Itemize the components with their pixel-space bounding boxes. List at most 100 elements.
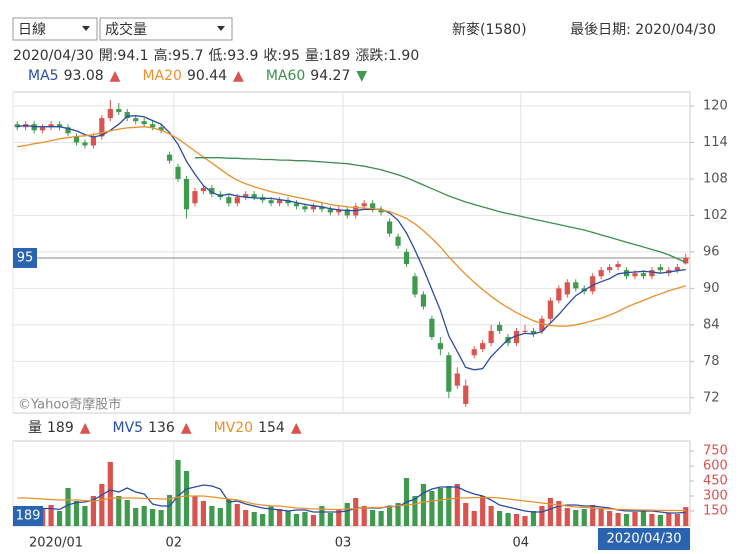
volume-bar — [285, 511, 291, 526]
x-tick-label: 2020/01 — [29, 536, 83, 551]
candle-body — [454, 373, 460, 386]
candle-body — [683, 257, 689, 264]
candle-body — [674, 267, 680, 271]
quote-line: 2020/04/30 開:94.1 高:95.7 低:93.9 收:95 量:189 漲跌:… — [13, 47, 419, 64]
dropdown-arrow[interactable] — [82, 26, 90, 31]
candle-body — [649, 270, 655, 277]
candle-body — [166, 154, 173, 161]
volume-bar — [116, 496, 122, 526]
volume-bar — [260, 514, 266, 526]
legend-arrow: ▲ — [291, 420, 302, 436]
candle-body — [657, 267, 663, 271]
volume-panel — [12, 440, 691, 527]
legend-name: MV20 — [214, 420, 253, 436]
dropdown-arrow[interactable] — [217, 26, 225, 31]
indicator-dropdown[interactable]: 成交量 — [99, 17, 233, 41]
candle-body — [73, 136, 80, 143]
volume-bar — [353, 498, 359, 526]
candle-body — [522, 330, 528, 332]
volume-bar — [82, 506, 88, 526]
candle-body — [65, 127, 71, 134]
legend-name: 量 — [28, 420, 42, 436]
y-tick-label: 600 — [703, 459, 728, 474]
volume-bar — [319, 506, 325, 526]
dropdown-box[interactable] — [99, 17, 233, 41]
volume-bar — [581, 509, 587, 526]
volume-bar — [293, 514, 300, 526]
volume-bar — [276, 509, 283, 526]
candle-body — [640, 273, 647, 277]
volume-bar — [632, 512, 638, 526]
legend-name: MA60 — [266, 68, 305, 84]
legend: MA5 93.08 ▲ MA20 90.44 ▲ MA60 94.27 ▼ — [28, 68, 367, 84]
last-volume-box — [13, 506, 43, 526]
candle-body — [480, 343, 486, 350]
volume-bar — [90, 496, 96, 526]
volume-bar — [302, 512, 308, 526]
volume-bar — [65, 488, 71, 526]
x-tick-label: 2020/04/30 — [607, 532, 682, 547]
quote-field: 量:189 — [305, 48, 350, 64]
volume-bar — [640, 510, 647, 526]
y-tick-label: 114 — [703, 135, 728, 150]
candle-body — [99, 118, 105, 137]
candle-body — [632, 273, 638, 277]
y-tick-label: 102 — [703, 208, 728, 223]
volume-bar — [505, 513, 511, 526]
candle-body — [412, 276, 418, 295]
candle-body — [200, 188, 207, 192]
volume-bar — [192, 496, 198, 526]
candle-body — [276, 200, 283, 204]
volume-bar — [217, 508, 223, 526]
legend-value: 136 — [148, 420, 175, 436]
volume-bar — [234, 504, 240, 526]
volume-bar — [175, 460, 181, 526]
candle-body — [370, 203, 376, 210]
y-tick-label: 72 — [703, 390, 720, 405]
candle-body — [607, 267, 613, 271]
y-tick-label: 450 — [703, 474, 728, 489]
ma-line — [194, 157, 687, 263]
volume-bar — [496, 511, 503, 526]
volume-bar — [226, 499, 232, 526]
volume-bar — [158, 510, 164, 526]
candle-body — [293, 203, 300, 207]
y-tick-label: 96 — [703, 244, 720, 259]
period-dropdown[interactable]: 日線 — [12, 17, 98, 41]
candle-body — [56, 124, 63, 128]
volume-bar — [666, 513, 672, 526]
y-tick-label: 108 — [703, 171, 728, 186]
candle-body — [116, 109, 122, 113]
last-date: 最後日期: 2020/04/30 — [570, 22, 716, 38]
ma-line — [17, 495, 686, 512]
volume-bar — [522, 516, 528, 526]
legend-value: 93.08 — [64, 68, 104, 84]
x-tick-label: 02 — [166, 536, 183, 551]
volume-bar — [530, 511, 537, 526]
volume-bar — [547, 498, 553, 526]
quote-field: 2020/04/30 — [13, 48, 94, 64]
legend-value: 154 — [258, 420, 285, 436]
candle-body — [378, 209, 384, 213]
volume-bar — [573, 510, 579, 526]
y-tick-label: 120 — [703, 98, 728, 113]
candle-body — [556, 288, 562, 301]
candle-body — [564, 282, 570, 295]
volume-bar — [649, 514, 655, 526]
volume-bar — [480, 496, 486, 526]
candle-body — [268, 200, 274, 204]
legend-value: 189 — [47, 420, 74, 436]
y-tick-label: 750 — [703, 444, 728, 459]
candle-body — [547, 300, 553, 319]
candle-body — [48, 124, 54, 128]
volume-bar — [437, 488, 443, 526]
candle-body — [403, 251, 410, 265]
candle-body — [573, 282, 579, 289]
dropdown-label[interactable]: 日線 — [18, 22, 46, 38]
volume-bar — [539, 506, 545, 526]
dropdown-label[interactable]: 成交量 — [105, 21, 147, 38]
candle-body — [209, 188, 215, 195]
dropdown-box[interactable] — [12, 17, 98, 41]
legend: 量 189 ▲ MV5 136 ▲ MV20 154 ▲ — [28, 420, 302, 436]
